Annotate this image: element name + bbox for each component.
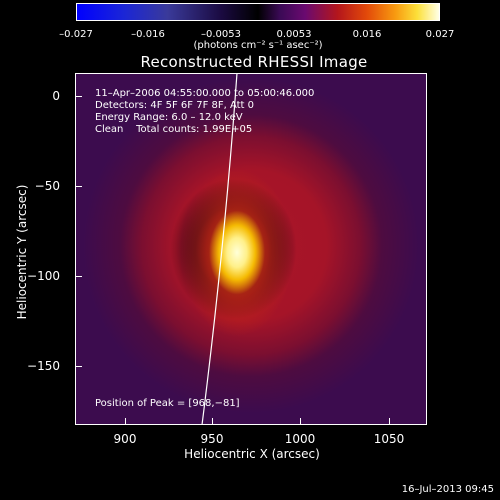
x-tick-mark xyxy=(300,418,301,425)
y-tick-mark xyxy=(75,366,82,367)
colorbar-tick-label: –0.016 xyxy=(131,29,165,40)
y-tick-mark xyxy=(75,96,82,97)
x-tick-mark xyxy=(389,418,390,425)
colorbar-tick-label: –0.027 xyxy=(59,29,93,40)
x-tick-label: 1000 xyxy=(284,432,316,446)
x-tick-mark xyxy=(125,418,126,425)
y-tick-label: −150 xyxy=(27,359,60,373)
x-axis-label: Heliocentric X (arcsec) xyxy=(184,447,320,461)
y-tick-mark xyxy=(75,276,82,277)
x-tick-label: 1050 xyxy=(373,432,405,446)
image-title: Reconstructed RHESSI Image xyxy=(140,53,368,71)
peak-position-text: Position of Peak = [968,−81] xyxy=(95,398,240,409)
x-tick-label: 900 xyxy=(113,432,137,446)
y-tick-mark xyxy=(75,186,82,187)
time-range-text: 11–Apr–2006 04:55:00.000 to 05:00:46.000 xyxy=(95,88,315,99)
y-tick-label: −100 xyxy=(27,269,60,283)
generated-timestamp: 16–Jul–2013 09:45 xyxy=(401,484,494,495)
energy-range-text: Energy Range: 6.0 – 12.0 keV xyxy=(95,112,243,123)
x-tick-mark xyxy=(212,418,213,425)
clean-counts-text: Clean Total counts: 1.99E+05 xyxy=(95,124,253,135)
rhessi-image xyxy=(75,73,427,425)
colorbar-tick-label: –0.0053 xyxy=(201,29,241,40)
x-tick-label: 950 xyxy=(200,432,224,446)
colorbar xyxy=(76,3,440,21)
y-tick-label: −50 xyxy=(34,179,60,193)
colorbar-tick-label: 0.016 xyxy=(352,29,382,40)
colorbar-unit-label: (photons cm⁻² s⁻¹ asec⁻²) xyxy=(193,40,323,51)
colorbar-tick-label: 0.027 xyxy=(425,29,455,40)
y-axis-label: Heliocentric Y (arcsec) xyxy=(15,184,29,320)
detectors-text: Detectors: 4F 5F 6F 7F 8F, Att 0 xyxy=(95,100,255,111)
y-tick-label: 0 xyxy=(52,89,60,103)
colorbar-tick-label: 0.0053 xyxy=(276,29,312,40)
solar-limb-line xyxy=(201,73,238,425)
